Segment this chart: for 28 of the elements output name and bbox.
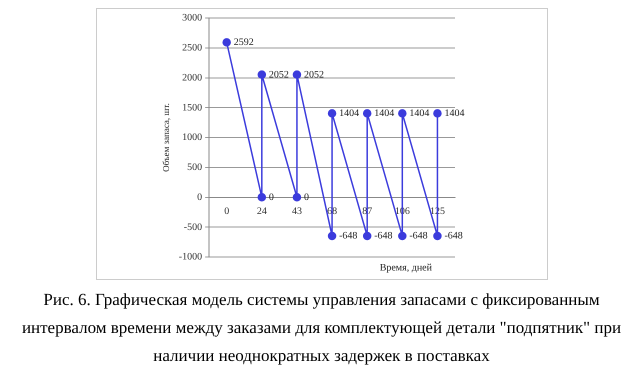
y-tick-label: 3000 xyxy=(182,12,202,24)
data-label: 1404 xyxy=(444,108,464,119)
data-label: -648 xyxy=(338,230,357,242)
data-label: 1404 xyxy=(374,108,394,119)
data-label: 0 xyxy=(303,192,308,203)
x-tick-label: 24 xyxy=(256,206,266,217)
y-tick-label: 2500 xyxy=(182,42,202,54)
x-tick-label: 0 xyxy=(224,206,229,217)
data-label: -648 xyxy=(374,230,392,242)
data-label: 1404 xyxy=(338,108,359,119)
text: Рис. 6. Графическая модель системы управления запасами с фиксированным интервалом времени между заказами для комплектующей детали "подпятник" при наличии неоднократных задержек в поставках xyxy=(20,289,622,367)
data-label: -648 xyxy=(408,230,428,242)
y-tick-label: 500 xyxy=(186,162,202,173)
data-label: 2052 xyxy=(303,69,324,80)
data-label: 1404 xyxy=(408,108,429,119)
y-tick-label: 2000 xyxy=(182,72,202,84)
x-tick-label: 43 xyxy=(291,206,302,217)
data-label: 0 xyxy=(268,192,274,203)
y-tick-label: -1000 xyxy=(178,252,202,263)
y-tick-label: 1500 xyxy=(182,102,202,114)
data-label: -648 xyxy=(444,230,462,242)
y-tick-label: 1000 xyxy=(182,132,202,144)
y-axis-title: Объем запаса, шт. xyxy=(160,103,170,172)
y-tick-label: -500 xyxy=(183,222,202,233)
data-label: 2052 xyxy=(268,69,288,80)
data-label: 2592 xyxy=(233,37,254,48)
y-tick-label: 0 xyxy=(196,192,202,203)
x-axis-title: Время, дней xyxy=(379,262,432,274)
